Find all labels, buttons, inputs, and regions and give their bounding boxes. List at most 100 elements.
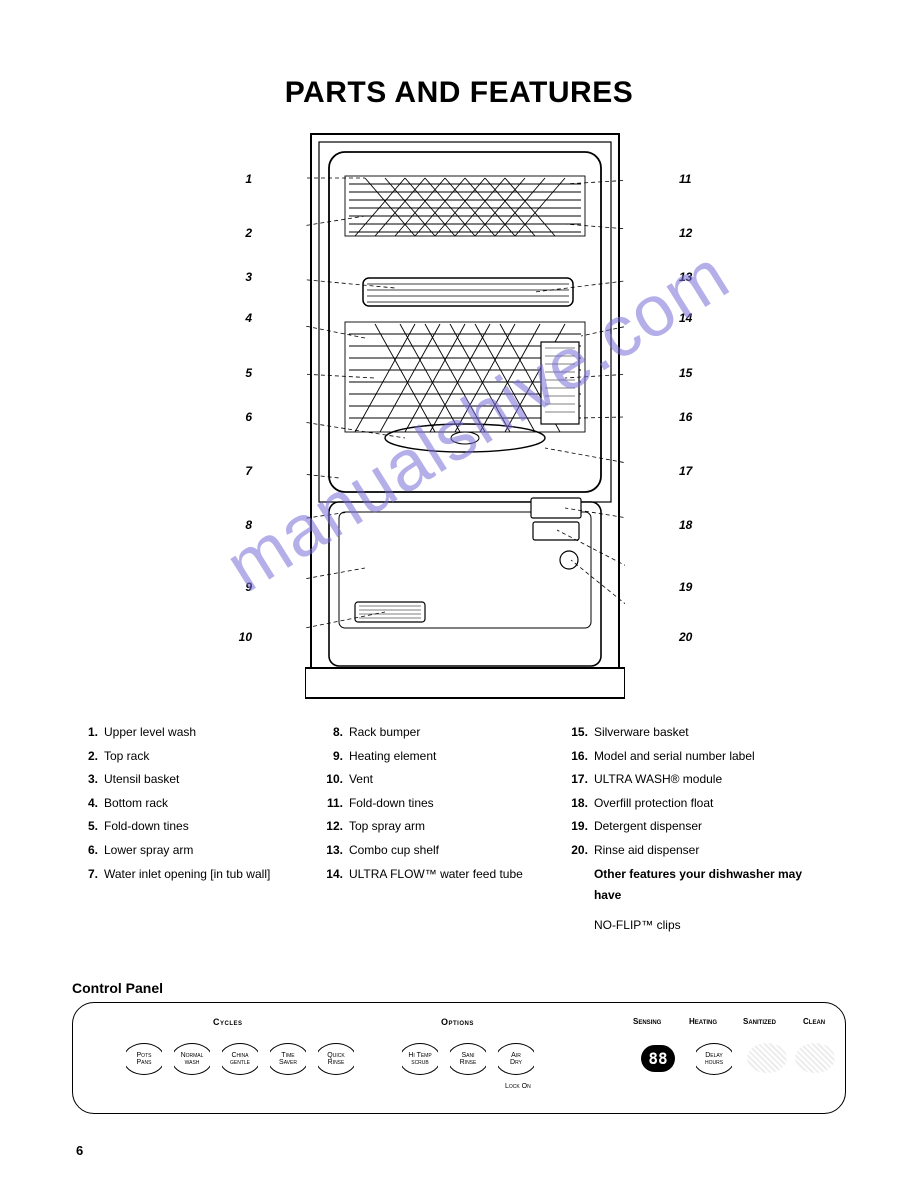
part-num: 4. [80, 793, 104, 815]
part-num: 11. [325, 793, 349, 815]
callout-10: 10 [238, 630, 252, 644]
parts-col-2: 8.Rack bumper 9.Heating element 10.Vent … [325, 722, 570, 936]
page-title: PARTS AND FEATURES [0, 0, 918, 110]
callout-5: 5 [238, 366, 252, 380]
part-num: 10. [325, 769, 349, 791]
part-row: 17.ULTRA WASH® module [570, 769, 824, 791]
callout-18: 18 [679, 518, 692, 532]
part-label: ULTRA WASH® module [594, 769, 824, 791]
part-num: 16. [570, 746, 594, 768]
part-row: 11.Fold-down tines [325, 793, 556, 815]
callout-15: 15 [679, 366, 692, 380]
callout-16: 16 [679, 410, 692, 424]
delay-hours-button[interactable]: Delayhours [693, 1043, 735, 1075]
part-label: Silverware basket [594, 722, 824, 744]
callout-9: 9 [238, 580, 252, 594]
clean-indicator: Clean [803, 1017, 825, 1026]
part-label: Rack bumper [349, 722, 556, 744]
callout-2: 2 [238, 226, 252, 240]
part-row: 1.Upper level wash [80, 722, 311, 744]
cycles-label: Cycles [213, 1017, 243, 1027]
callout-7: 7 [238, 464, 252, 478]
part-num: 7. [80, 864, 104, 886]
part-num: 17. [570, 769, 594, 791]
part-num: 1. [80, 722, 104, 744]
part-row: 8.Rack bumper [325, 722, 556, 744]
part-num: 19. [570, 816, 594, 838]
part-row: 6.Lower spray arm [80, 840, 311, 862]
callout-13: 13 [679, 270, 692, 284]
callout-6: 6 [238, 410, 252, 424]
callout-8: 8 [238, 518, 252, 532]
part-row: 4.Bottom rack [80, 793, 311, 815]
callout-1: 1 [238, 172, 252, 186]
dishwasher-illustration [305, 128, 625, 704]
part-num: 3. [80, 769, 104, 791]
other-features-heading: Other features your dishwasher may have [570, 864, 824, 907]
air-dry-button[interactable]: AirDry [495, 1043, 537, 1075]
options-label: Options [441, 1017, 474, 1027]
time-saver-button[interactable]: TimeSaver [267, 1043, 309, 1075]
part-label: Combo cup shelf [349, 840, 556, 862]
callout-17: 17 [679, 464, 692, 478]
parts-col-1: 1.Upper level wash 2.Top rack 3.Utensil … [80, 722, 325, 936]
part-row: 5.Fold-down tines [80, 816, 311, 838]
part-label: Upper level wash [104, 722, 311, 744]
cycles-buttons: PotsPans Normalwash Chinagentle TimeSave… [123, 1043, 357, 1075]
part-row: 13.Combo cup shelf [325, 840, 556, 862]
control-panel-heading: Control Panel [72, 980, 918, 996]
lock-on-label: Lock On [505, 1083, 531, 1090]
callout-20: 20 [679, 630, 692, 644]
part-num: 2. [80, 746, 104, 768]
part-num: 14. [325, 864, 349, 886]
part-num: 9. [325, 746, 349, 768]
callout-12: 12 [679, 226, 692, 240]
china-gentle-button[interactable]: Chinagentle [219, 1043, 261, 1075]
part-num: 5. [80, 816, 104, 838]
sani-rinse-button[interactable]: SaniRinse [447, 1043, 489, 1075]
time-display: 88 [641, 1045, 675, 1072]
part-row: 20.Rinse aid dispenser [570, 840, 824, 862]
part-num: 12. [325, 816, 349, 838]
part-label: Model and serial number label [594, 746, 824, 768]
heating-indicator: Heating [689, 1017, 717, 1026]
part-num: 13. [325, 840, 349, 862]
callout-19: 19 [679, 580, 692, 594]
hi-temp-scrub-button[interactable]: Hi Tempscrub [399, 1043, 441, 1075]
part-label: Fold-down tines [349, 793, 556, 815]
part-row: 15.Silverware basket [570, 722, 824, 744]
part-row: 7.Water inlet opening [in tub wall] [80, 864, 311, 886]
part-label: Fold-down tines [104, 816, 311, 838]
page-number: 6 [76, 1143, 83, 1158]
part-label: Water inlet opening [in tub wall] [104, 864, 311, 886]
part-row: 9.Heating element [325, 746, 556, 768]
pots-pans-button[interactable]: PotsPans [123, 1043, 165, 1075]
callout-14: 14 [679, 311, 692, 325]
part-label: Overfill protection float [594, 793, 824, 815]
part-label: Rinse aid dispenser [594, 840, 824, 862]
control-panel: Cycles Options PotsPans Normalwash China… [72, 1002, 846, 1114]
callout-11: 11 [679, 172, 691, 186]
part-label: Top spray arm [349, 816, 556, 838]
callout-3: 3 [238, 270, 252, 284]
part-num: 6. [80, 840, 104, 862]
part-row: 14.ULTRA FLOW™ water feed tube [325, 864, 556, 886]
part-row: 19.Detergent dispenser [570, 816, 824, 838]
part-label: Heating element [349, 746, 556, 768]
parts-list: 1.Upper level wash 2.Top rack 3.Utensil … [0, 708, 918, 936]
part-row: 18.Overfill protection float [570, 793, 824, 815]
parts-col-3: 15.Silverware basket 16.Model and serial… [570, 722, 838, 936]
extra-indicator-2 [795, 1043, 835, 1073]
part-label: ULTRA FLOW™ water feed tube [349, 864, 556, 886]
part-label: Vent [349, 769, 556, 791]
part-row: 12.Top spray arm [325, 816, 556, 838]
sanitized-indicator: Sanitized [743, 1017, 776, 1026]
dishwasher-diagram: 1 2 3 4 5 6 7 8 9 10 11 12 13 14 15 16 1… [0, 128, 918, 708]
normal-wash-button[interactable]: Normalwash [171, 1043, 213, 1075]
part-label: Lower spray arm [104, 840, 311, 862]
part-num: 8. [325, 722, 349, 744]
quick-rinse-button[interactable]: QuickRinse [315, 1043, 357, 1075]
part-row: 16.Model and serial number label [570, 746, 824, 768]
part-row: 10.Vent [325, 769, 556, 791]
extra-indicator-1 [747, 1043, 787, 1073]
